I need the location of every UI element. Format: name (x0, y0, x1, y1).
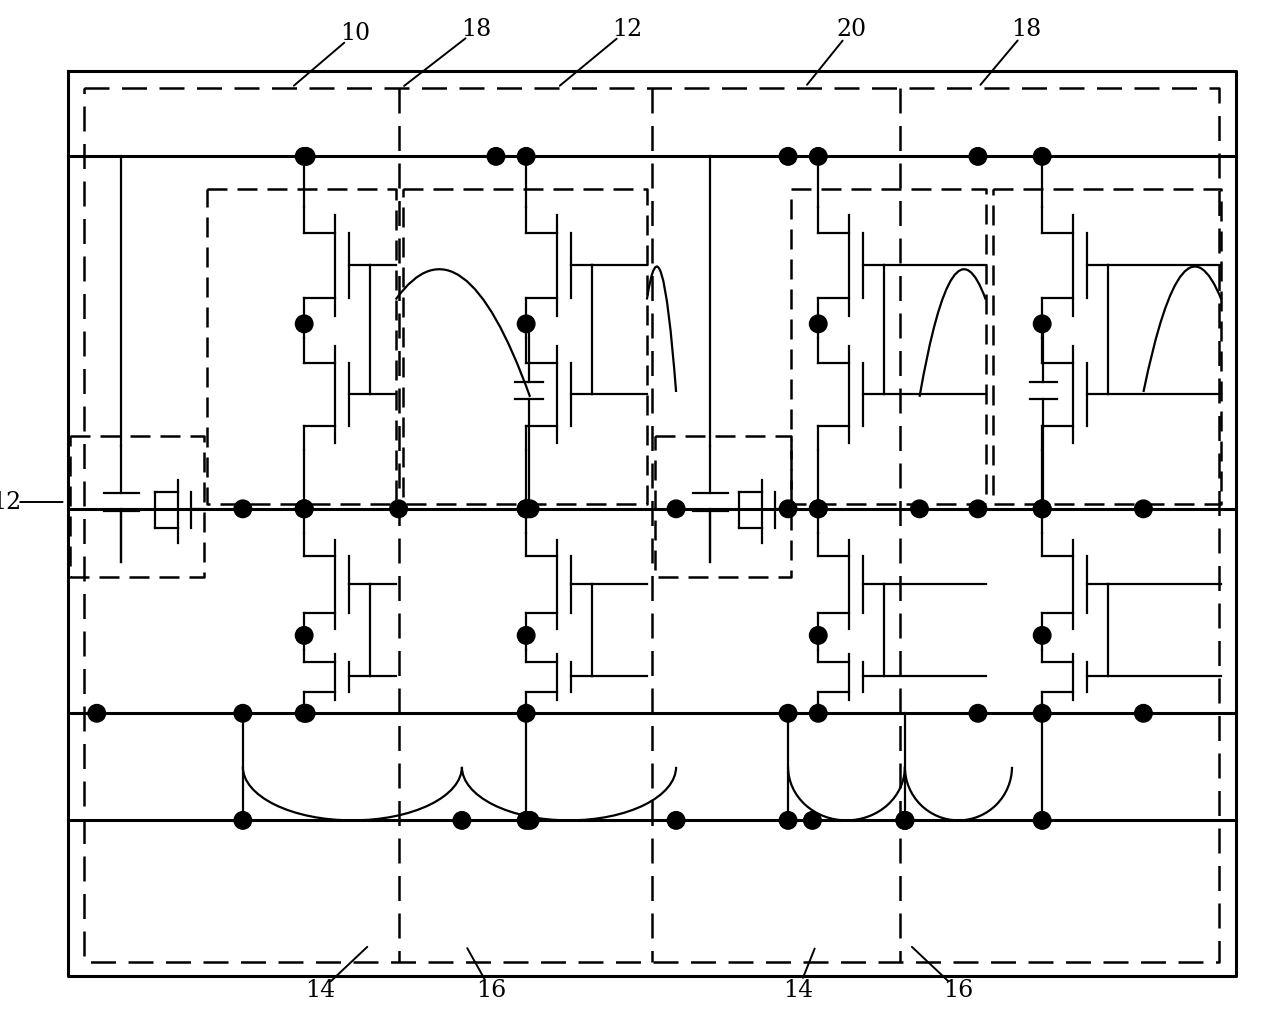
Circle shape (809, 626, 827, 644)
Circle shape (521, 500, 538, 518)
Circle shape (1034, 705, 1052, 722)
Circle shape (517, 500, 535, 518)
Circle shape (296, 626, 312, 644)
Circle shape (234, 812, 251, 829)
Circle shape (809, 705, 827, 722)
Circle shape (1134, 705, 1152, 722)
Circle shape (1034, 500, 1052, 518)
Circle shape (969, 500, 987, 518)
Circle shape (667, 500, 685, 518)
Circle shape (521, 812, 538, 829)
Circle shape (969, 705, 987, 722)
Text: 16: 16 (944, 979, 974, 1003)
Text: 18: 18 (1011, 18, 1041, 42)
Circle shape (897, 812, 913, 829)
Circle shape (969, 147, 987, 165)
Circle shape (809, 500, 827, 518)
Circle shape (911, 500, 928, 518)
Circle shape (809, 315, 827, 333)
Circle shape (297, 705, 315, 722)
Circle shape (1034, 315, 1052, 333)
Circle shape (297, 147, 315, 165)
Circle shape (296, 705, 312, 722)
Text: 12: 12 (612, 18, 643, 42)
Circle shape (780, 500, 796, 518)
Text: 12: 12 (0, 490, 22, 514)
Circle shape (897, 812, 913, 829)
Circle shape (667, 812, 685, 829)
Circle shape (517, 315, 535, 333)
Circle shape (809, 500, 827, 518)
Circle shape (517, 626, 535, 644)
Circle shape (234, 705, 251, 722)
Circle shape (488, 147, 504, 165)
Circle shape (296, 500, 312, 518)
Circle shape (296, 147, 312, 165)
Text: 14: 14 (782, 979, 813, 1003)
Circle shape (390, 500, 408, 518)
Circle shape (780, 705, 796, 722)
Circle shape (517, 147, 535, 165)
Circle shape (517, 705, 535, 722)
Text: 18: 18 (461, 18, 491, 42)
Circle shape (780, 147, 796, 165)
Circle shape (1034, 626, 1052, 644)
Circle shape (1034, 500, 1052, 518)
Text: 20: 20 (836, 18, 866, 42)
Circle shape (517, 812, 535, 829)
Text: 10: 10 (340, 22, 370, 45)
Circle shape (453, 812, 471, 829)
Circle shape (780, 812, 796, 829)
Circle shape (88, 705, 105, 722)
Circle shape (234, 500, 251, 518)
Text: 14: 14 (306, 979, 335, 1003)
Circle shape (1134, 500, 1152, 518)
Circle shape (296, 500, 312, 518)
Circle shape (1034, 812, 1052, 829)
Circle shape (296, 315, 312, 333)
Circle shape (1034, 147, 1052, 165)
Circle shape (809, 147, 827, 165)
Circle shape (804, 812, 822, 829)
Circle shape (517, 500, 535, 518)
Text: 16: 16 (476, 979, 507, 1003)
